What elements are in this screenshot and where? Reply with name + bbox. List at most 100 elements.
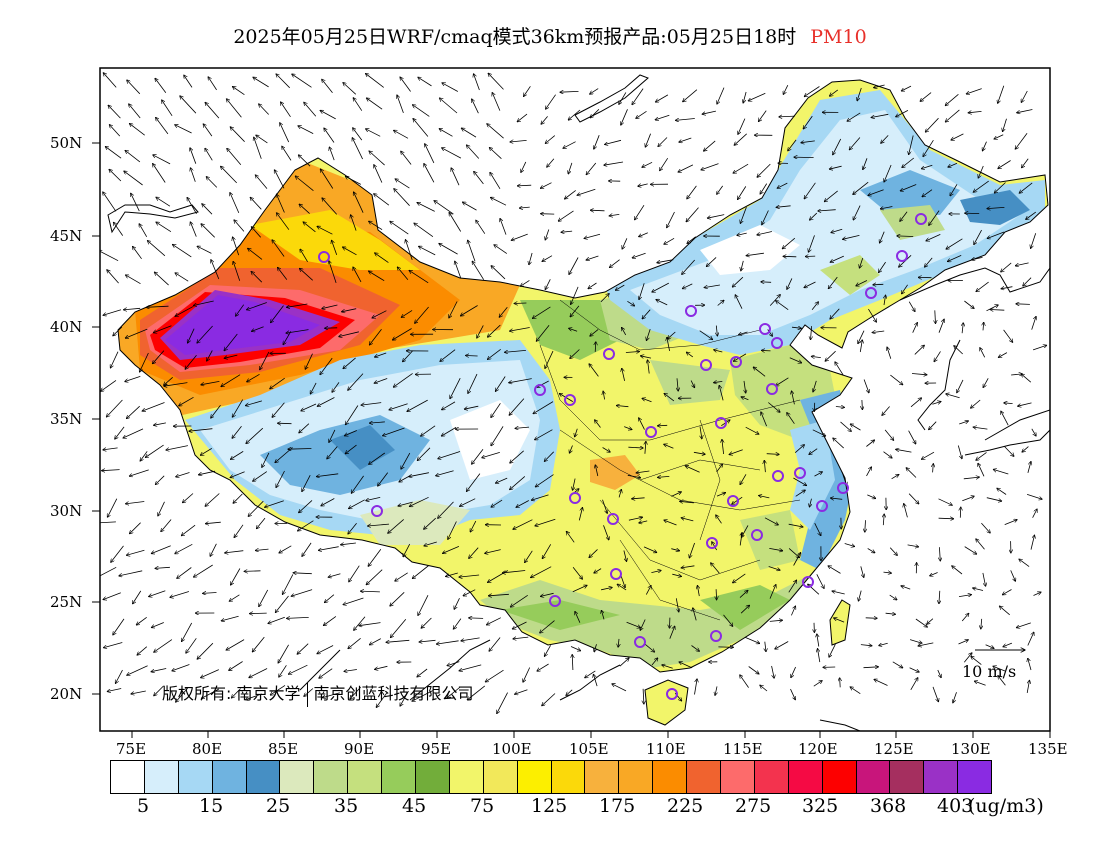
- legend-label: 35: [334, 795, 359, 817]
- city-marker: [715, 417, 727, 429]
- wind-arrow: [275, 595, 289, 613]
- legend-swatch: [924, 761, 959, 793]
- wind-arrow: [887, 347, 892, 359]
- wind-arrow: [400, 690, 409, 706]
- wind-arrow: [739, 331, 748, 335]
- wind-arrow: [937, 669, 941, 678]
- wind-arrow: [474, 74, 480, 91]
- wind-arrow: [249, 613, 267, 614]
- wind-arrow: [115, 669, 123, 683]
- wind-arrow: [317, 226, 333, 235]
- wind-arrow: [686, 207, 699, 222]
- legend-label: 175: [599, 795, 636, 817]
- wind-arrow: [127, 80, 141, 95]
- legend-swatch: [822, 761, 857, 793]
- wind-arrow: [366, 497, 381, 500]
- wind-arrow: [862, 399, 863, 410]
- city-marker: [634, 636, 646, 648]
- wind-arrow: [1021, 90, 1028, 103]
- wind-arrow: [442, 83, 458, 92]
- wind-arrow: [671, 549, 679, 551]
- wind-arrow: [542, 693, 556, 706]
- wind-arrow: [497, 692, 508, 714]
- wind-arrow: [787, 413, 795, 424]
- wind-arrow: [305, 353, 313, 370]
- wind-arrow: [375, 352, 387, 357]
- wind-arrow: [572, 585, 587, 593]
- wind-arrow: [865, 618, 878, 619]
- wind-arrow: [586, 162, 597, 175]
- wind-arrow: [707, 214, 725, 219]
- wind-arrow: [675, 598, 679, 612]
- wind-arrow: [1001, 411, 1009, 426]
- wind-arrow: [251, 326, 264, 332]
- wind-arrow: [775, 641, 789, 650]
- wind-arrow: [884, 429, 894, 441]
- wind-arrow: [609, 214, 620, 216]
- wind-arrow: [1022, 158, 1029, 168]
- wind-arrow: [376, 692, 388, 708]
- wind-arrow: [322, 304, 338, 309]
- wind-arrow: [635, 204, 645, 220]
- wind-arrow: [193, 300, 214, 306]
- wind-arrow: [103, 192, 117, 212]
- city-marker: [700, 359, 712, 371]
- wind-arrow: [366, 98, 383, 110]
- wind-arrow: [421, 425, 436, 436]
- wind-arrow: [760, 183, 768, 195]
- wind-arrow: [175, 273, 189, 282]
- wind-arrow: [412, 690, 433, 702]
- wind-arrow: [491, 426, 504, 445]
- wind-arrow: [392, 328, 412, 341]
- wind-arrow: [872, 331, 885, 333]
- wind-arrow: [187, 197, 197, 214]
- wind-arrow: [107, 688, 122, 692]
- wind-arrow: [1026, 211, 1037, 219]
- wind-arrow: [874, 679, 888, 686]
- wind-arrow: [963, 653, 972, 663]
- wind-arrow: [255, 549, 269, 550]
- wind-arrow: [286, 303, 308, 307]
- wind-arrow: [740, 605, 750, 614]
- wind-arrow: [783, 256, 797, 257]
- wind-arrow: [638, 183, 648, 186]
- wind-arrow: [814, 523, 821, 536]
- wind-arrow: [304, 688, 314, 697]
- wind-arrow: [172, 664, 190, 671]
- wind-arrow: [741, 397, 749, 401]
- wind-arrow: [329, 261, 337, 284]
- city-marker: [915, 213, 927, 225]
- wind-arrow: [293, 573, 312, 574]
- wind-arrow: [225, 550, 244, 553]
- wind-arrow: [833, 138, 842, 155]
- wind-arrow: [575, 611, 581, 623]
- wind-arrow: [632, 252, 646, 258]
- wind-arrow: [510, 594, 528, 607]
- wind-arrow: [276, 194, 285, 213]
- wind-arrow: [1011, 374, 1022, 375]
- wind-arrow: [299, 204, 310, 214]
- city-marker: [794, 467, 806, 479]
- legend-label: 325: [802, 795, 839, 817]
- wind-arrow: [694, 679, 698, 695]
- wind-arrow: [210, 543, 217, 557]
- wind-arrow: [177, 567, 192, 579]
- wind-arrow: [627, 300, 634, 306]
- wind-arrow: [946, 394, 960, 399]
- wind-arrow: [622, 327, 627, 336]
- wind-arrow: [221, 374, 241, 387]
- wind-arrow: [544, 645, 551, 656]
- wind-arrow: [537, 663, 549, 671]
- lon-label-90e: 90E: [344, 740, 375, 758]
- wind-arrow: [453, 618, 462, 630]
- legend-label: 15: [199, 795, 224, 817]
- wind-arrow: [438, 501, 454, 519]
- hainan-island: [644, 679, 689, 726]
- wind-arrow: [907, 545, 919, 547]
- city-marker: [603, 348, 615, 360]
- wind-arrow: [685, 466, 700, 473]
- wind-arrow: [584, 233, 601, 238]
- wind-arrow: [664, 520, 677, 526]
- wind-arrow: [466, 473, 481, 492]
- wind-arrow: [701, 163, 719, 170]
